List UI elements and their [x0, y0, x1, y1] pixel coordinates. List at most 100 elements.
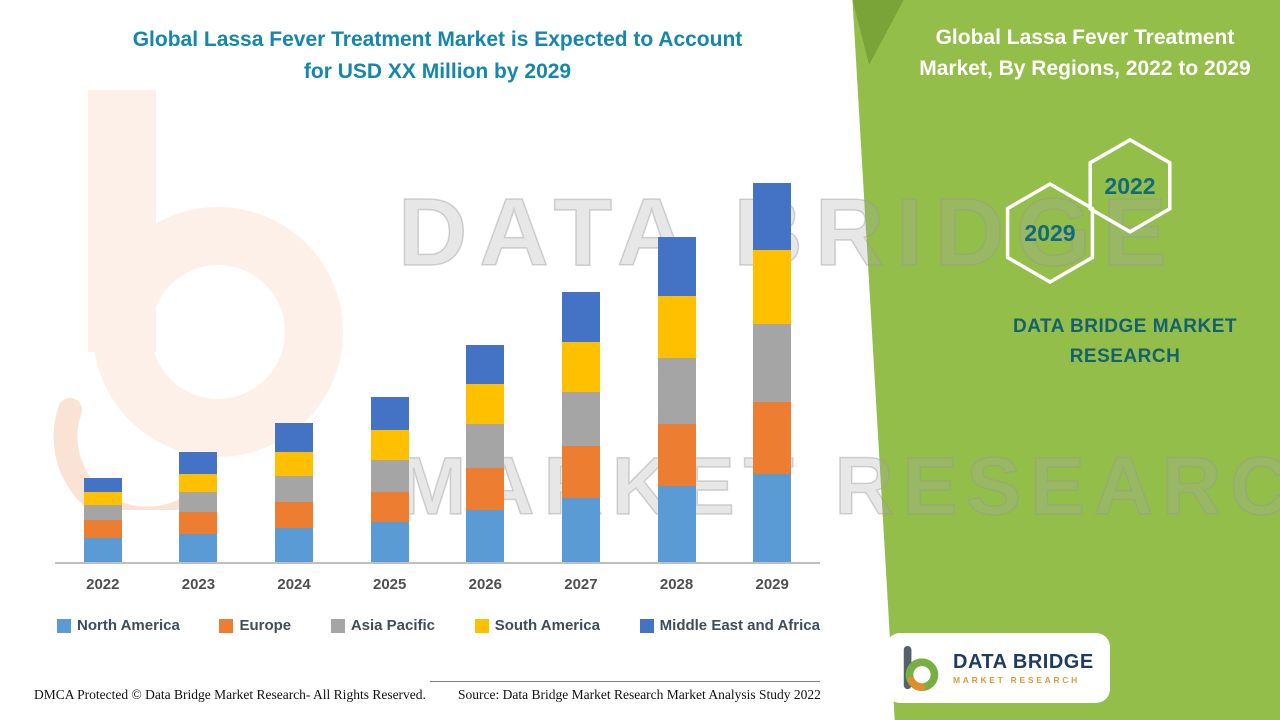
hexagon-2022-label: 2022	[1104, 173, 1155, 199]
source-note: Source: Data Bridge Market Research Mark…	[458, 687, 821, 702]
bar-segment-asia-pacific-2029	[753, 324, 792, 402]
chart-legend: North America Europe Asia Pacific South Ame…	[57, 617, 820, 634]
chart-title: Global Lassa Fever Treatment Market is E…	[55, 24, 820, 88]
bar-segment-middle-east-and-africa-2023	[179, 452, 218, 474]
legend-item-middle-east-and-africa: Middle East and Africa	[639, 617, 820, 634]
x-axis-label-2028: 2028	[659, 576, 694, 593]
bar-segment-south-america-2028	[657, 296, 696, 358]
footer-divider	[430, 681, 820, 682]
bar-segment-middle-east-and-africa-2027	[561, 292, 600, 342]
bar-column-2024	[246, 423, 342, 562]
bar-stack-2022	[83, 478, 122, 562]
bar-segment-asia-pacific-2028	[657, 358, 696, 424]
bar-segment-asia-pacific-2026	[466, 424, 505, 468]
bar-segment-south-america-2029	[753, 250, 792, 324]
bar-stack-2029	[753, 183, 792, 562]
bar-stack-2028	[657, 237, 696, 562]
company-logo-subname: MARKET RESEARCH	[953, 674, 1080, 685]
logo-swoosh	[907, 676, 926, 691]
legend-swatch-north-america	[57, 618, 71, 633]
bar-stack-2024	[275, 423, 314, 562]
bar-segment-europe-2025	[370, 492, 409, 522]
legend-label-south-america: South America	[494, 617, 600, 634]
bar-segment-north-america-2025	[370, 522, 409, 562]
x-axis-label-2026: 2026	[468, 576, 502, 593]
dmca-notice: DMCA Protected © Data Bridge Market Rese…	[34, 687, 426, 702]
legend-swatch-europe	[219, 618, 234, 633]
bar-segment-north-america-2022	[83, 538, 122, 562]
bar-column-2028	[629, 237, 725, 562]
bar-column-2022	[55, 478, 151, 562]
bar-segment-asia-pacific-2023	[179, 492, 218, 512]
legend-label-middle-east-and-africa: Middle East and Africa	[659, 617, 820, 634]
company-logo: DATA BRIDGE MARKET RESEARCH	[886, 633, 1110, 703]
legend-label-asia-pacific: Asia Pacific	[350, 617, 436, 634]
bar-segment-middle-east-and-africa-2025	[370, 397, 409, 430]
x-axis-label-2024: 2024	[277, 576, 311, 593]
bar-stack-2023	[179, 452, 218, 562]
bar-segment-middle-east-and-africa-2022	[83, 478, 122, 492]
bar-segment-north-america-2029	[753, 474, 792, 562]
bar-segment-europe-2022	[83, 520, 122, 538]
bar-segment-south-america-2027	[561, 342, 600, 392]
bar-segment-asia-pacific-2024	[275, 476, 314, 502]
bar-segment-middle-east-and-africa-2026	[466, 345, 505, 384]
bar-segment-asia-pacific-2025	[370, 460, 409, 492]
company-logo-icon	[903, 645, 939, 691]
panel-title: Global Lassa Fever Treatment Market, By …	[895, 22, 1275, 84]
chart-title-line2: for USD XX Million by 2029	[303, 60, 572, 83]
bar-segment-south-america-2023	[179, 474, 218, 492]
bar-segment-north-america-2026	[466, 510, 505, 562]
legend-label-europe: Europe	[239, 617, 292, 634]
bar-stack-2025	[370, 397, 409, 562]
x-axis-labels: 2022 2023 2024 2025 2026 2027 2028 2029	[55, 576, 820, 593]
legend-item-north-america: North America	[57, 617, 180, 634]
bar-stack-2026	[466, 345, 505, 562]
company-logo-name: DATA BRIDGE	[953, 650, 1094, 673]
bar-segment-north-america-2027	[561, 498, 600, 562]
brand-wordmark-line1: DATA BRIDGE MARKET	[1013, 316, 1237, 337]
bar-segment-europe-2024	[275, 502, 314, 528]
bar-column-2029	[724, 183, 820, 562]
panel-title-line2: Market, By Regions, 2022 to 2029	[919, 57, 1251, 80]
x-axis-label-2029: 2029	[755, 576, 789, 593]
bar-segment-europe-2028	[657, 424, 696, 486]
bars-row	[55, 162, 820, 562]
hexagon-2029-label: 2029	[1024, 220, 1075, 246]
panel-title-line1: Global Lassa Fever Treatment	[935, 26, 1235, 49]
bar-segment-middle-east-and-africa-2024	[275, 423, 314, 452]
bar-column-2027	[533, 292, 629, 562]
bar-segment-middle-east-and-africa-2029	[753, 183, 792, 250]
chart-title-line1: Global Lassa Fever Treatment Market is E…	[132, 28, 743, 51]
bar-stack-2027	[561, 292, 600, 562]
legend-label-north-america: North America	[77, 617, 180, 634]
legend-item-south-america: South America	[474, 617, 600, 634]
bar-segment-north-america-2028	[657, 486, 696, 562]
brand-wordmark-line2: RESEARCH	[1069, 346, 1181, 367]
bar-segment-europe-2026	[466, 468, 505, 510]
hexagon-2022	[1088, 138, 1172, 234]
legend-swatch-asia-pacific	[330, 618, 345, 633]
bar-segment-north-america-2024	[275, 528, 314, 562]
x-axis-label-2025: 2025	[373, 576, 407, 593]
bar-segment-europe-2027	[561, 446, 600, 498]
bar-segment-europe-2023	[179, 512, 218, 534]
bar-column-2026	[438, 345, 534, 562]
bar-segment-middle-east-and-africa-2028	[657, 237, 696, 296]
bar-segment-europe-2029	[753, 402, 792, 474]
x-axis-label-2023: 2023	[181, 576, 216, 593]
x-axis-line	[55, 562, 820, 564]
bar-column-2025	[342, 397, 438, 562]
bar-segment-south-america-2022	[83, 492, 122, 505]
bar-segment-asia-pacific-2022	[83, 505, 122, 520]
x-axis-label-2027: 2027	[564, 576, 598, 593]
bar-segment-south-america-2026	[466, 384, 505, 424]
bar-column-2023	[151, 452, 247, 562]
bar-segment-north-america-2023	[179, 534, 218, 562]
legend-swatch-south-america	[474, 618, 489, 633]
legend-swatch-middle-east-and-africa	[639, 618, 654, 633]
year-hexagons: 2029 2022	[1005, 138, 1172, 285]
legend-item-europe: Europe	[219, 617, 291, 634]
x-axis-label-2022: 2022	[86, 576, 120, 593]
